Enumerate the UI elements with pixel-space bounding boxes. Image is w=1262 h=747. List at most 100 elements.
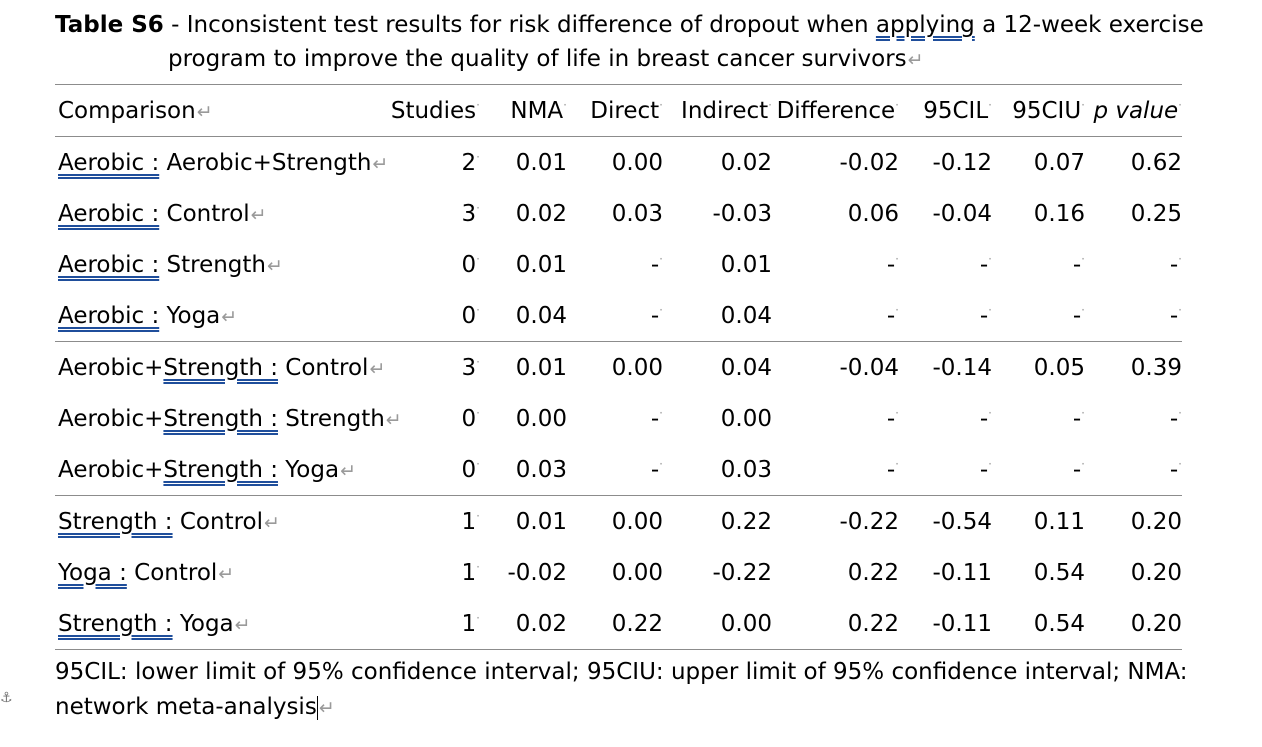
table-row: Strength : Control↵ 1· 0.01 0.00 0.22 -0.22 -0… xyxy=(55,496,1182,548)
cell-direct: -· xyxy=(650,302,663,329)
cell-comparison: Strength : Yoga↵ xyxy=(58,610,251,637)
cell-nma: 0.02 xyxy=(515,610,567,637)
cell-comparison: Aerobic+Strength : Control↵ xyxy=(58,354,386,381)
header-difference: Difference· xyxy=(776,97,899,124)
cell-95cil: -0.12 xyxy=(932,149,992,176)
table-row: Aerobic : Aerobic+Strength↵ 2· 0.01 0.00 0.0… xyxy=(55,137,1182,189)
cell-p-value: -· xyxy=(1169,405,1182,432)
cell-direct: 0.00 xyxy=(611,354,663,381)
cell-studies: 1· xyxy=(461,508,480,535)
cell-p-value: 0.20 xyxy=(1130,610,1182,637)
cell-indirect: -0.22 xyxy=(712,559,772,586)
cell-difference: -· xyxy=(886,251,899,278)
cell-difference: -0.22 xyxy=(839,508,899,535)
table-header-row: Comparison↵ Studies· NMA· Direct· Indire… xyxy=(55,84,1182,137)
caption-underlined-word: applying xyxy=(875,12,975,38)
cell-difference: -· xyxy=(886,405,899,432)
cell-comparison: Yoga : Control↵ xyxy=(58,559,235,586)
caption-text-before: - Inconsistent test results for risk dif… xyxy=(163,12,876,38)
cell-comparison: Aerobic : Yoga↵ xyxy=(58,302,238,329)
header-indirect: Indirect· xyxy=(681,97,772,124)
table-footnote: 95CIL: lower limit of 95% confidence int… xyxy=(55,655,1205,726)
cell-95ciu: 0.11 xyxy=(1033,508,1085,535)
cell-studies: 0· xyxy=(461,302,480,329)
cell-indirect: 0.00 xyxy=(720,405,772,432)
cell-95cil: -0.11 xyxy=(932,610,992,637)
cell-95cil: -· xyxy=(979,405,992,432)
cell-difference: 0.06 xyxy=(847,200,899,227)
caption-text-after: a 12-week exercise xyxy=(974,12,1204,38)
paragraph-mark: ↵ xyxy=(907,49,924,71)
cell-direct: 0.03 xyxy=(611,200,663,227)
cell-95cil: -0.04 xyxy=(932,200,992,227)
cell-indirect: 0.01 xyxy=(720,251,772,278)
cell-studies: 2· xyxy=(461,149,480,176)
cell-comparison: Aerobic+Strength : Strength↵ xyxy=(58,405,402,432)
cell-direct: 0.22 xyxy=(611,610,663,637)
cell-comparison: Aerobic : Strength↵ xyxy=(58,251,283,278)
caption-text-line2: program to improve the quality of life i… xyxy=(168,46,907,72)
cell-95cil: -0.11 xyxy=(932,559,992,586)
header-95ciu: 95CIU· xyxy=(1012,97,1085,124)
table-row: Aerobic : Strength↵ 0· 0.01 -· 0.01 -· -· -· -· xyxy=(55,239,1182,290)
cell-studies: 3· xyxy=(461,354,480,381)
cell-95ciu: -· xyxy=(1072,456,1085,483)
cell-studies: 1· xyxy=(461,610,480,637)
cell-difference: 0.22 xyxy=(847,610,899,637)
anchor-icon: ⚓ xyxy=(0,690,13,706)
cell-indirect: 0.00 xyxy=(720,610,772,637)
cell-difference: 0.22 xyxy=(847,559,899,586)
cell-difference: -0.04 xyxy=(839,354,899,381)
footnote-line-2: network meta-analysis ↵ xyxy=(55,690,1205,726)
table-row: Aerobic+Strength : Yoga↵ 0· 0.03 -· 0.03 -· -·… xyxy=(55,444,1182,496)
header-direct: Direct· xyxy=(590,97,663,124)
cell-studies: 0· xyxy=(461,251,480,278)
cell-difference: -0.02 xyxy=(839,149,899,176)
cell-comparison: Strength : Control↵ xyxy=(58,508,280,535)
cell-95cil: -0.54 xyxy=(932,508,992,535)
cell-studies: 0· xyxy=(461,405,480,432)
cell-studies: 1· xyxy=(461,559,480,586)
results-table-wrapper: Comparison↵ Studies· NMA· Direct· Indire… xyxy=(55,84,1182,650)
cell-direct: -· xyxy=(650,251,663,278)
cell-95ciu: 0.54 xyxy=(1033,559,1085,586)
text-cursor xyxy=(316,695,318,720)
table-row: Strength : Yoga↵ 1· 0.02 0.22 0.00 0.22 -0.11 0… xyxy=(55,598,1182,650)
cell-comparison: Aerobic : Aerobic+Strength↵ xyxy=(58,149,389,176)
footnote-line-2-text: network meta-analysis xyxy=(55,694,317,720)
table-row: Aerobic : Control↵ 3· 0.02 0.03 -0.03 0.06 -0.… xyxy=(55,188,1182,239)
cell-nma: 0.04 xyxy=(515,302,567,329)
cell-p-value: -· xyxy=(1169,456,1182,483)
cell-p-value: 0.39 xyxy=(1130,354,1182,381)
cell-comparison: Aerobic+Strength : Yoga↵ xyxy=(58,456,356,483)
cell-indirect: 0.03 xyxy=(720,456,772,483)
header-nma: NMA· xyxy=(510,97,567,124)
cell-95ciu: 0.54 xyxy=(1033,610,1085,637)
cell-p-value: 0.20 xyxy=(1130,559,1182,586)
cell-p-value: 0.62 xyxy=(1130,149,1182,176)
cell-95ciu: 0.05 xyxy=(1033,354,1085,381)
cell-direct: 0.00 xyxy=(611,508,663,535)
paragraph-mark: ↵ xyxy=(318,697,335,719)
cell-p-value: -· xyxy=(1169,251,1182,278)
cell-indirect: -0.03 xyxy=(712,200,772,227)
cell-95ciu: -· xyxy=(1072,405,1085,432)
cell-nma: 0.03 xyxy=(515,456,567,483)
cell-indirect: 0.04 xyxy=(720,354,772,381)
cell-direct: -· xyxy=(650,456,663,483)
cell-studies: 0· xyxy=(461,456,480,483)
cell-nma: 0.02 xyxy=(515,200,567,227)
table-caption: Table S6 - Inconsistent test results for… xyxy=(55,8,1235,77)
cell-95cil: -· xyxy=(979,302,992,329)
caption-label: Table S6 xyxy=(55,12,164,38)
cell-indirect: 0.02 xyxy=(720,149,772,176)
cell-p-value: 0.20 xyxy=(1130,508,1182,535)
table-row: Aerobic : Yoga↵ 0· 0.04 -· 0.04 -· -· -· -· xyxy=(55,290,1182,342)
header-comparison: Comparison↵ xyxy=(58,97,213,124)
cell-studies: 3· xyxy=(461,200,480,227)
cell-direct: 0.00 xyxy=(611,149,663,176)
cell-indirect: 0.04 xyxy=(720,302,772,329)
results-table: Comparison↵ Studies· NMA· Direct· Indire… xyxy=(55,84,1182,650)
cell-difference: -· xyxy=(886,456,899,483)
cell-comparison: Aerobic : Control↵ xyxy=(58,200,267,227)
